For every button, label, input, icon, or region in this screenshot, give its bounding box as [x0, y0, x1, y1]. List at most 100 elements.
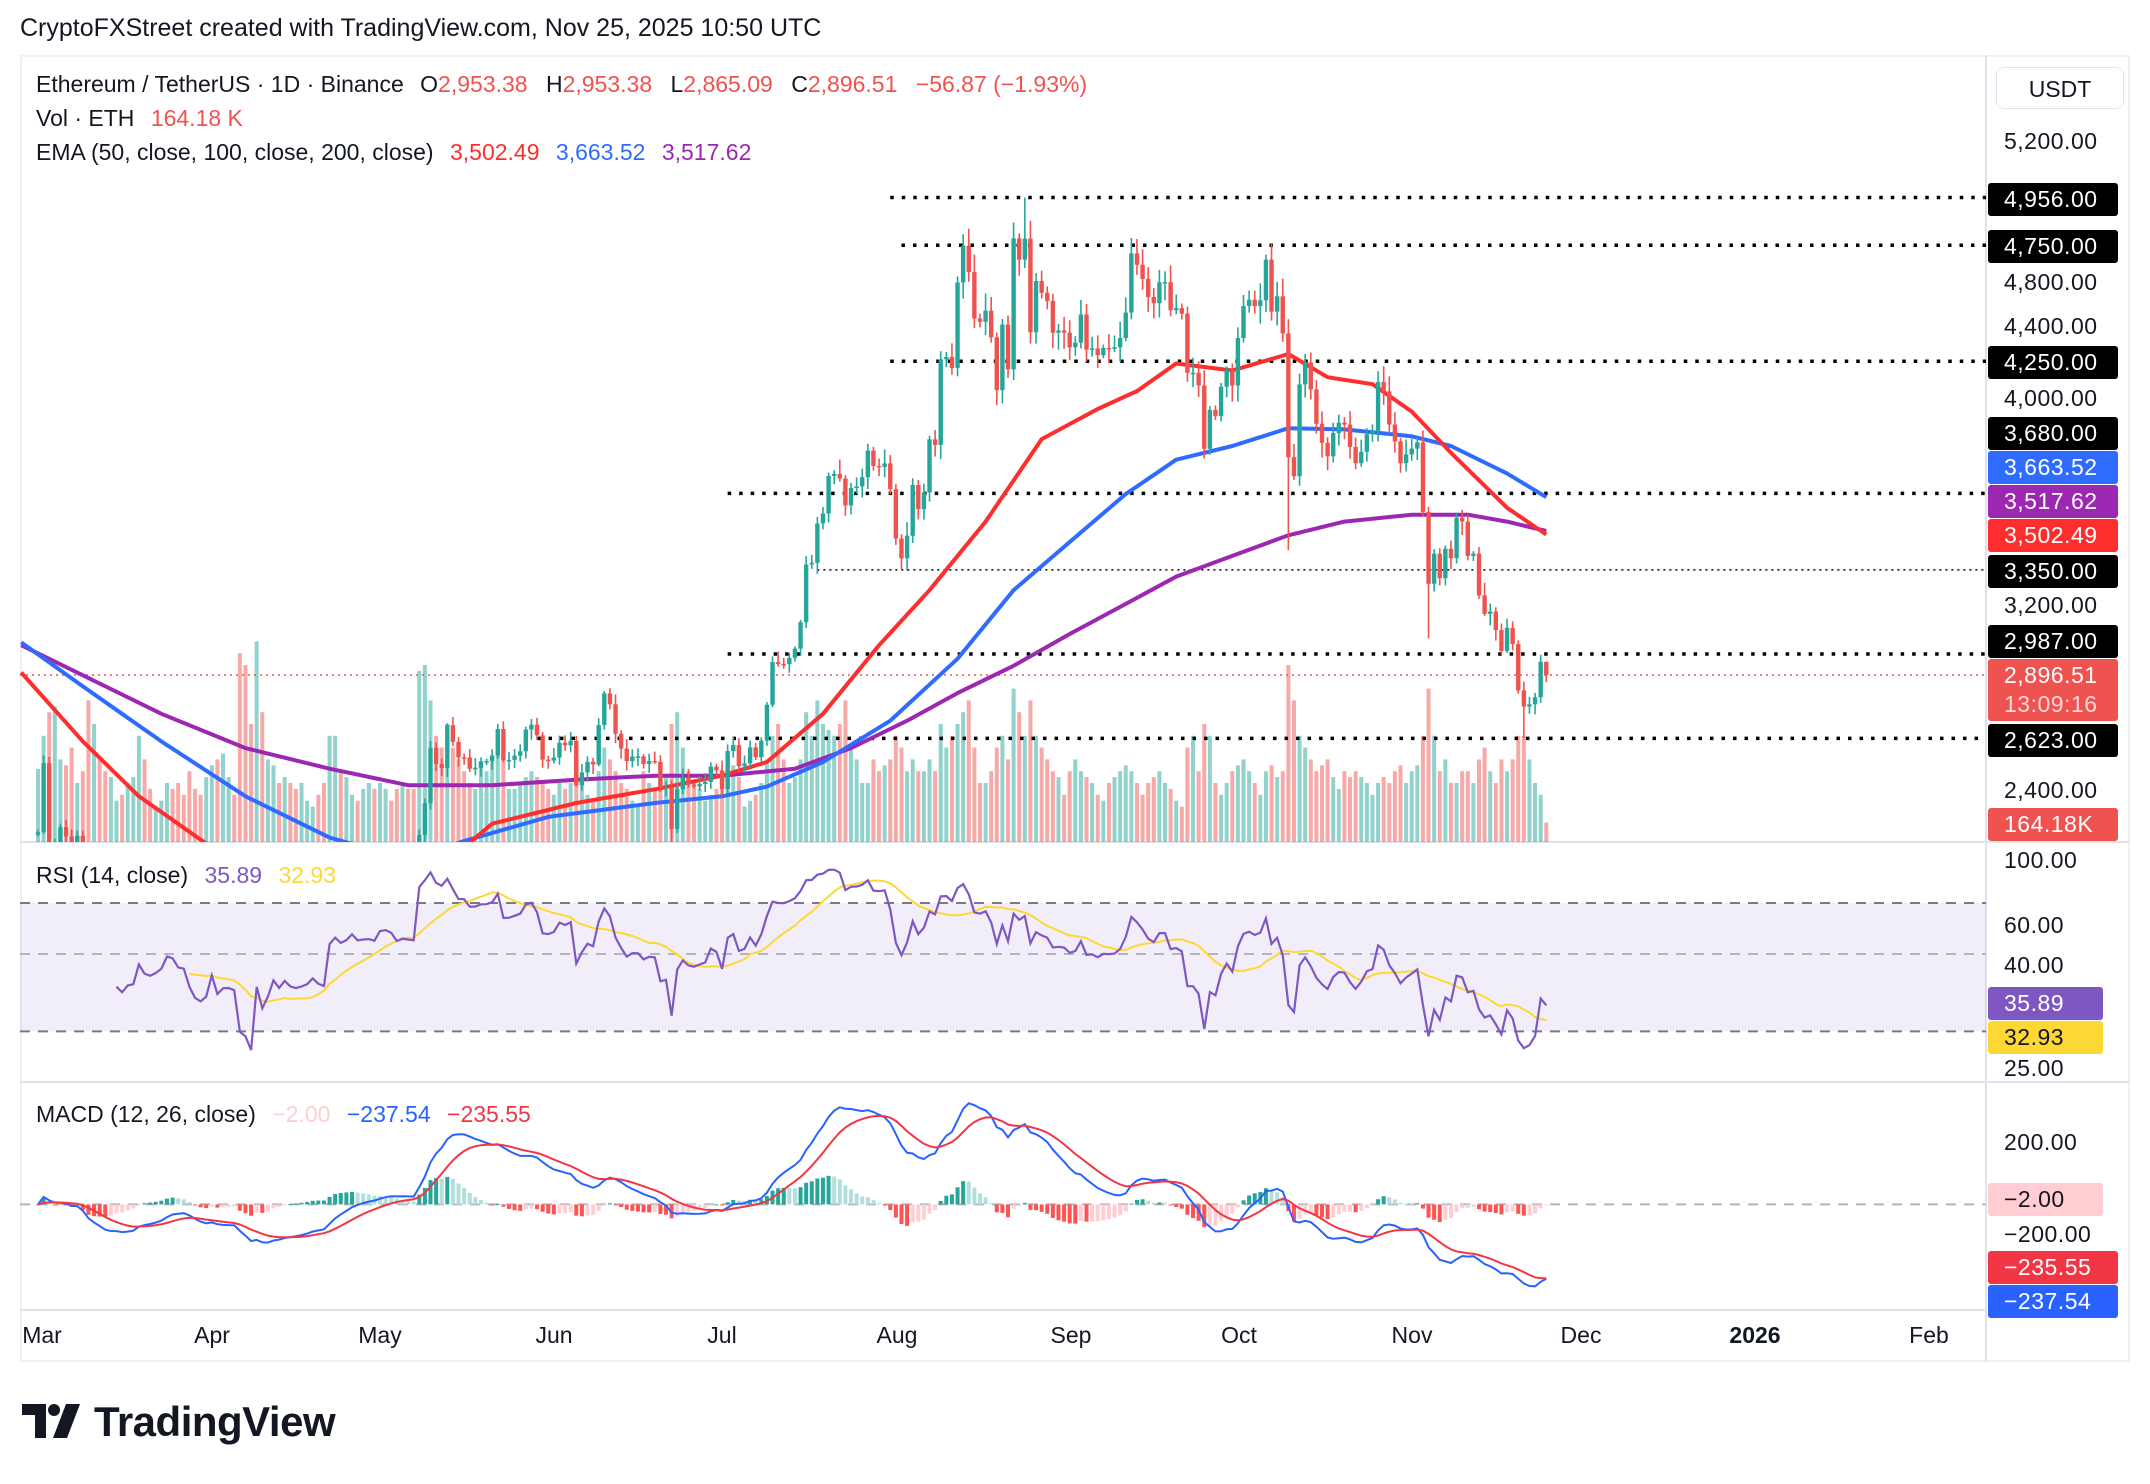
volume-bar: [1202, 724, 1207, 842]
macd-histogram-bar: [961, 1181, 966, 1205]
volume-bar: [1168, 788, 1173, 842]
volume-bar: [1140, 794, 1145, 842]
volume-bar: [551, 794, 556, 842]
time-label: Oct: [1221, 1322, 1257, 1348]
volume-bar: [916, 771, 921, 842]
candle-body: [972, 271, 977, 319]
macd-histogram-bar: [1443, 1204, 1448, 1220]
tradingview-wordmark: TradingView: [94, 1398, 336, 1445]
volume-bar: [703, 800, 708, 842]
rsi-value: 35.89: [204, 862, 263, 888]
volume-bar: [192, 788, 197, 842]
candle: [568, 731, 573, 753]
macd-histogram-bar: [1353, 1204, 1358, 1213]
macd-histogram-bar: [120, 1204, 125, 1213]
macd-histogram-bar: [1297, 1204, 1302, 1219]
candle: [1426, 506, 1431, 639]
candle: [1061, 316, 1067, 349]
volume-bar: [310, 806, 315, 842]
volume-bar: [1045, 759, 1050, 842]
candle: [641, 754, 646, 769]
candle-body: [747, 747, 753, 764]
volume-label[interactable]: Vol · ETH: [36, 105, 135, 131]
volume-bar: [1213, 783, 1218, 842]
candle: [54, 838, 56, 842]
candle: [787, 653, 792, 673]
candle: [1392, 412, 1398, 453]
tradingview-logo-icon: [22, 1404, 80, 1438]
volume-bar: [378, 783, 383, 842]
symbol-title[interactable]: Ethereum / TetherUS · 1D · Binance: [36, 71, 404, 97]
ema-label[interactable]: EMA (50, close, 100, close, 200, close): [36, 139, 434, 165]
macd-histogram-bar: [1404, 1203, 1409, 1205]
candle-body: [1101, 347, 1106, 356]
macd-histogram-bar: [1342, 1204, 1347, 1212]
macd-histogram-bar: [1157, 1202, 1162, 1205]
candle-body: [983, 310, 988, 322]
volume-bar: [204, 777, 209, 842]
candle: [770, 656, 775, 708]
volume-bar: [170, 788, 175, 842]
macd-histogram-bar: [849, 1189, 854, 1205]
rsi-label[interactable]: RSI (14, close): [36, 862, 189, 888]
horizontal-levels[interactable]: [20, 195, 1986, 741]
volume-bar: [529, 771, 534, 842]
candle-body: [630, 756, 635, 762]
candle-body: [80, 835, 86, 842]
volume-bar: [1179, 806, 1184, 842]
volume-bar: [1308, 759, 1313, 842]
macd-histogram-bar: [1387, 1197, 1392, 1205]
macd-histogram-bar: [1320, 1204, 1325, 1218]
candle: [439, 758, 444, 777]
rsi-ma-label: 32.93: [1988, 1021, 2103, 1054]
volume-bar: [1348, 777, 1353, 842]
candle: [1005, 315, 1011, 378]
tradingview-logo[interactable]: TradingView: [22, 1398, 336, 1446]
candle: [1073, 336, 1078, 356]
candle: [1325, 437, 1330, 471]
macd-histogram-bar: [1303, 1204, 1308, 1215]
candle: [1022, 197, 1028, 268]
macd-histogram-bar: [613, 1204, 618, 1206]
candle: [467, 749, 472, 772]
level-label-4250: 4,250.00: [1988, 346, 2118, 379]
volume-bar: [1314, 771, 1319, 842]
volume-bar: [417, 670, 422, 842]
volume-bar: [232, 794, 237, 842]
candle-body: [484, 761, 489, 763]
macd-histogram-bar: [1488, 1204, 1493, 1213]
macd-histogram-bar: [344, 1192, 349, 1205]
volume-bar: [1381, 777, 1386, 842]
macd-histogram-bar: [400, 1199, 405, 1205]
volume-bar: [574, 759, 579, 842]
candle: [1465, 514, 1470, 561]
ema50-price-label: 3,502.49: [1988, 519, 2118, 552]
candle-body: [1073, 342, 1078, 348]
macd-histogram-bar: [243, 1204, 248, 1214]
high-label: H: [545, 71, 563, 97]
currency-button[interactable]: USDT: [1996, 67, 2124, 109]
candle-body: [742, 763, 747, 767]
volume-bar: [798, 759, 803, 842]
macd-histogram-bar: [305, 1201, 310, 1205]
volume-bar: [80, 771, 85, 842]
candle: [725, 744, 730, 794]
macd-histogram-bar: [428, 1180, 433, 1205]
time-label-year: 2026: [1729, 1322, 1781, 1348]
candle-body: [1476, 553, 1482, 596]
volume-bar: [961, 712, 966, 842]
candle: [1364, 428, 1370, 462]
volume-bar: [52, 706, 57, 842]
rsi-legend: RSI (14, close) 35.89 32.93: [36, 862, 346, 889]
macd-histogram-bar: [467, 1192, 472, 1205]
candle: [1521, 681, 1527, 739]
candle-body: [1398, 441, 1403, 464]
candle: [876, 458, 882, 477]
macd-label[interactable]: MACD (12, 26, close): [36, 1101, 256, 1127]
high-value: 2,953.38: [562, 71, 653, 97]
candle-body: [1162, 282, 1168, 284]
macd-axis[interactable]: 200.00 −2.00 −200.00 −235.55 −237.54: [0, 1083, 2150, 1323]
candle: [1375, 371, 1381, 442]
volume-bar: [445, 724, 450, 842]
